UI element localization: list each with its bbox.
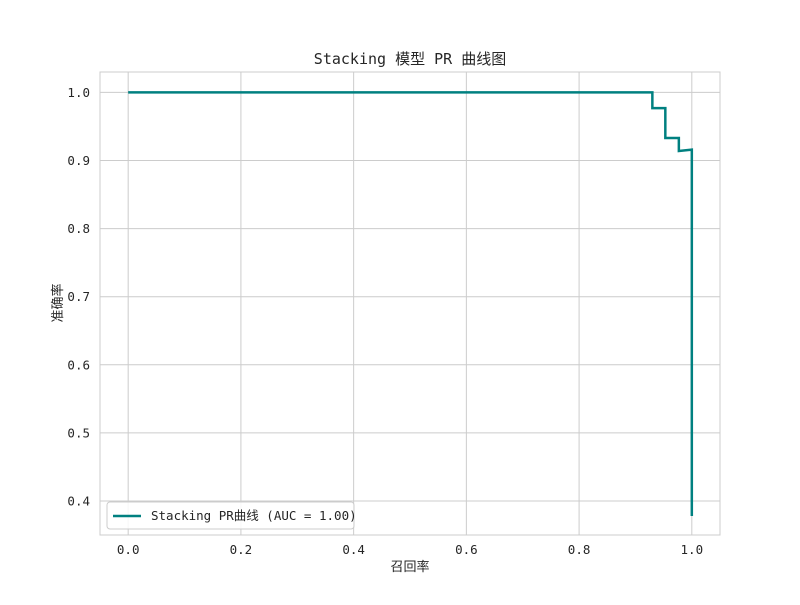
y-tick-label: 0.6 — [67, 357, 90, 372]
pr-curve-line — [128, 91, 694, 516]
series-layer — [128, 91, 694, 516]
y-tick-label: 0.7 — [67, 289, 90, 304]
legend: Stacking PR曲线 (AUC = 1.00) — [106, 501, 357, 530]
x-tick-label: 0.2 — [230, 542, 253, 557]
y-tick-label: 0.9 — [67, 153, 90, 168]
y-tick-label: 0.8 — [67, 221, 90, 236]
x-tick-label: 0.6 — [455, 542, 478, 557]
x-tick-label: 0.4 — [342, 542, 365, 557]
x-axis-label: 召回率 — [390, 559, 429, 575]
plot-frame — [99, 71, 721, 536]
grid-lines — [100, 72, 720, 535]
y-tick-label: 1.0 — [67, 85, 90, 100]
y-tick-label: 0.5 — [67, 425, 90, 440]
y-tick-label: 0.4 — [67, 493, 90, 508]
legend-entry: Stacking PR曲线 (AUC = 1.00) — [151, 508, 357, 523]
chart-title: Stacking 模型 PR 曲线图 — [314, 50, 506, 68]
x-tick-label: 0.0 — [117, 542, 140, 557]
y-axis-label: 准确率 — [50, 283, 66, 322]
x-tick-label: 1.0 — [681, 542, 704, 557]
legend-box — [106, 501, 355, 530]
x-tick-label: 0.8 — [568, 542, 591, 557]
tick-labels: 0.0 0.2 0.4 0.6 0.8 1.0 0.4 0.5 0.6 0.7 0.8 0.9 1.0 — [67, 85, 703, 557]
